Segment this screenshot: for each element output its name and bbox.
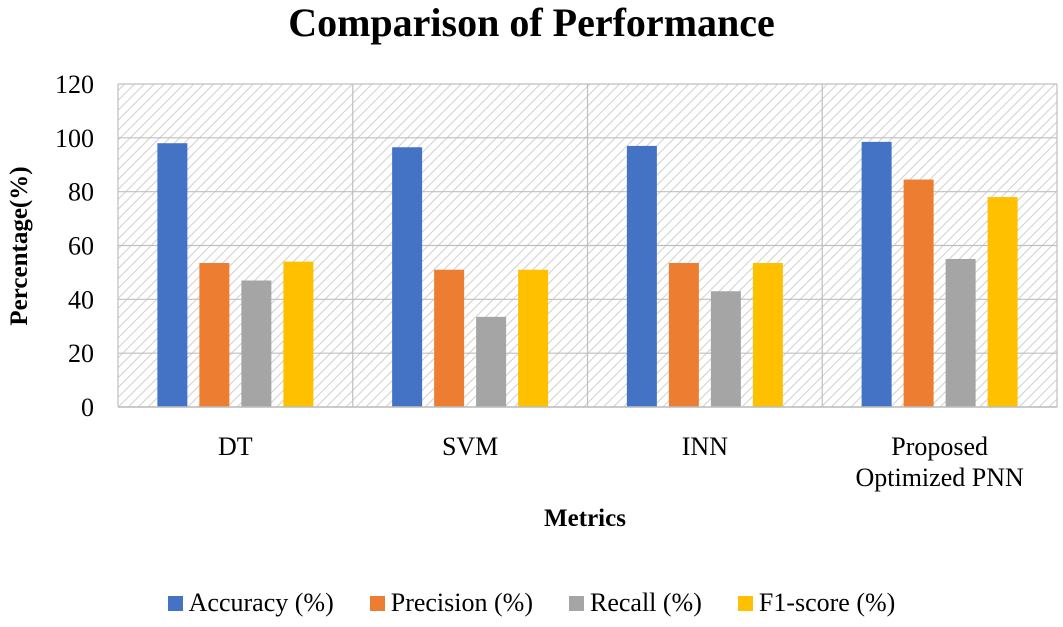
x-tick-label: Optimized PNN [855,463,1023,492]
bar [157,143,188,407]
legend: Accuracy (%) Precision (%) Recall (%) F1-sc… [0,588,1063,618]
bar [434,269,465,407]
x-axis-title: Metrics [544,505,626,532]
legend-label: F1-score (%) [758,588,896,617]
legend-label: Precision (%) [390,588,533,617]
bar [518,269,549,407]
x-tick-label: Proposed [891,432,988,461]
x-tick-label: SVM [442,432,498,461]
legend-swatch [167,595,183,611]
legend-item: Precision (%) [369,588,533,618]
legend-swatch [568,595,584,611]
bar [752,262,783,407]
bar [945,258,976,407]
legend-item: Accuracy (%) [167,588,334,618]
y-tick-label: 0 [81,393,94,422]
bar [241,280,272,407]
legend-label: Recall (%) [589,588,702,617]
y-tick-label: 80 [68,178,94,207]
bar [392,147,423,408]
bar [710,291,741,407]
y-tick-label: 120 [55,70,94,99]
legend-label: Accuracy (%) [188,588,334,617]
bar [199,262,230,407]
legend-item: F1-score (%) [737,588,896,618]
bar [861,141,892,407]
x-tick-label: DT [218,432,253,461]
bar [987,197,1018,407]
bar [283,261,314,407]
y-tick-label: 60 [68,232,94,261]
bar [626,145,657,408]
y-tick-label: 20 [68,339,94,368]
y-tick-label: 40 [68,285,94,314]
bar [668,262,699,407]
bar [476,316,507,407]
legend-swatch [737,595,753,611]
legend-swatch [369,595,385,611]
y-tick-label: 100 [55,124,94,153]
x-tick-label: INN [682,432,728,461]
bar [903,179,934,407]
legend-item: Recall (%) [568,588,702,618]
chart-title: Comparison of Performance [288,0,775,45]
